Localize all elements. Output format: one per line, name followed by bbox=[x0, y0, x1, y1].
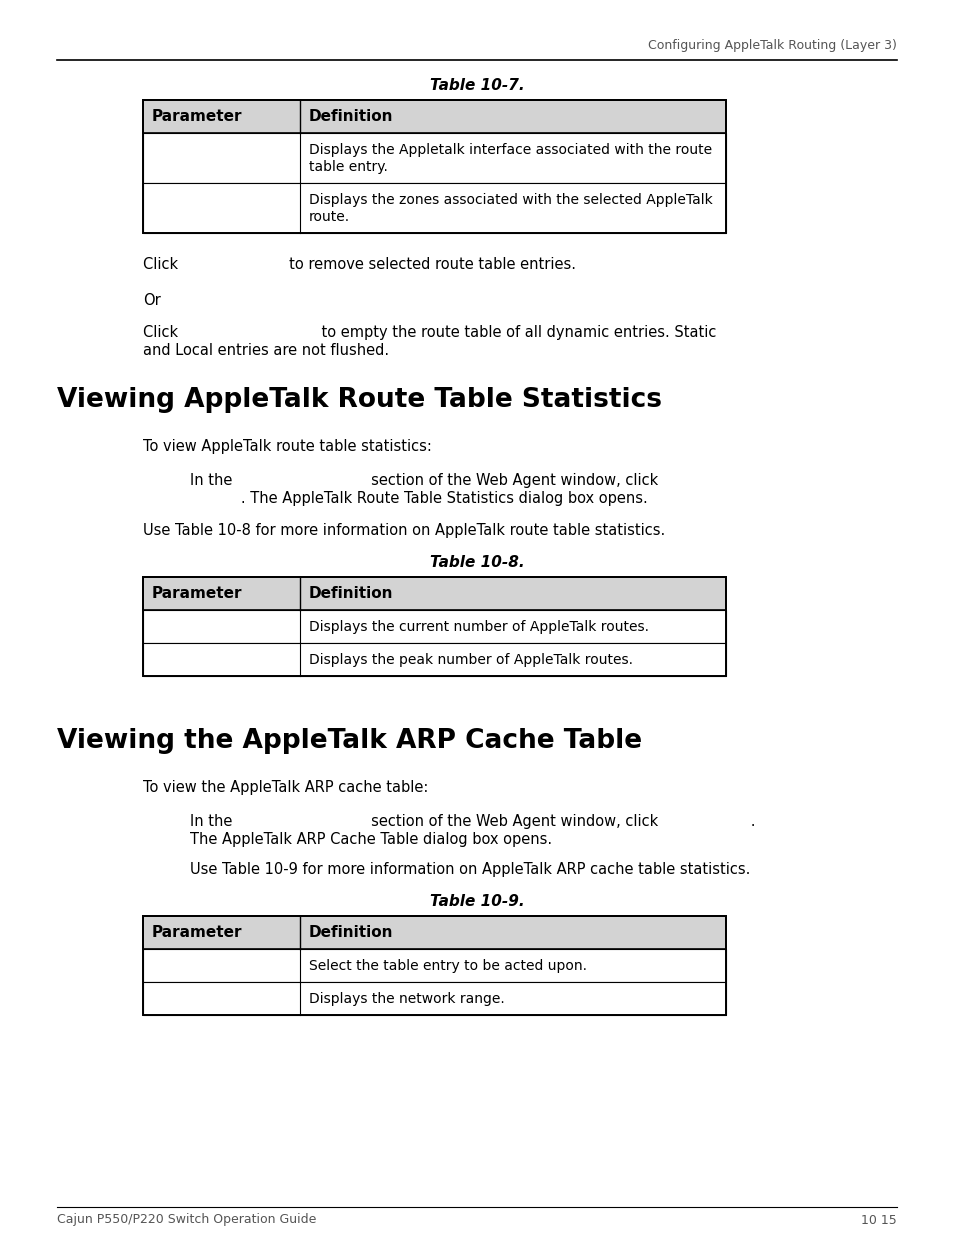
Text: Click                               to empty the route table of all dynamic entr: Click to empty the route table of all dy… bbox=[143, 325, 716, 340]
Text: Parameter: Parameter bbox=[152, 925, 242, 940]
Bar bbox=[143, 577, 725, 676]
Text: Viewing AppleTalk Route Table Statistics: Viewing AppleTalk Route Table Statistics bbox=[57, 387, 661, 412]
Text: Configuring AppleTalk Routing (Layer 3): Configuring AppleTalk Routing (Layer 3) bbox=[647, 40, 896, 53]
Text: Displays the zones associated with the selected AppleTalk: Displays the zones associated with the s… bbox=[309, 193, 712, 207]
Text: Definition: Definition bbox=[309, 925, 393, 940]
Text: To view AppleTalk route table statistics:: To view AppleTalk route table statistics… bbox=[143, 438, 432, 454]
Text: Click                        to remove selected route table entries.: Click to remove selected route table ent… bbox=[143, 257, 576, 272]
Bar bbox=[143, 577, 725, 610]
Text: To view the AppleTalk ARP cache table:: To view the AppleTalk ARP cache table: bbox=[143, 781, 428, 795]
Bar bbox=[143, 100, 725, 133]
Text: Displays the current number of AppleTalk routes.: Displays the current number of AppleTalk… bbox=[309, 620, 648, 634]
Bar bbox=[143, 100, 725, 233]
Text: Viewing the AppleTalk ARP Cache Table: Viewing the AppleTalk ARP Cache Table bbox=[57, 727, 641, 755]
Bar bbox=[143, 916, 725, 1015]
Text: . The AppleTalk Route Table Statistics dialog box opens.: . The AppleTalk Route Table Statistics d… bbox=[190, 492, 647, 506]
Text: route.: route. bbox=[309, 210, 350, 224]
Text: Displays the Appletalk interface associated with the route: Displays the Appletalk interface associa… bbox=[309, 143, 711, 157]
Text: Displays the network range.: Displays the network range. bbox=[309, 992, 504, 1007]
Bar bbox=[143, 982, 725, 1015]
Text: Displays the peak number of AppleTalk routes.: Displays the peak number of AppleTalk ro… bbox=[309, 653, 633, 667]
Bar bbox=[143, 643, 725, 676]
Bar bbox=[143, 183, 725, 233]
Text: Use Table 10-9 for more information on AppleTalk ARP cache table statistics.: Use Table 10-9 for more information on A… bbox=[190, 862, 750, 877]
Bar bbox=[143, 948, 725, 982]
Bar bbox=[143, 133, 725, 183]
Text: In the                              section of the Web Agent window, click: In the section of the Web Agent window, … bbox=[190, 473, 658, 488]
Text: Definition: Definition bbox=[309, 585, 393, 601]
Text: In the                              section of the Web Agent window, click      : In the section of the Web Agent window, … bbox=[190, 814, 755, 829]
Bar bbox=[143, 577, 725, 610]
Text: Cajun P550/P220 Switch Operation Guide: Cajun P550/P220 Switch Operation Guide bbox=[57, 1214, 316, 1226]
Text: Use Table 10-8 for more information on AppleTalk route table statistics.: Use Table 10-8 for more information on A… bbox=[143, 522, 664, 538]
Text: Table 10-7.: Table 10-7. bbox=[429, 78, 524, 93]
Text: Table 10-9.: Table 10-9. bbox=[429, 894, 524, 909]
Text: Table 10-8.: Table 10-8. bbox=[429, 555, 524, 571]
Text: Definition: Definition bbox=[309, 109, 393, 124]
Text: The AppleTalk ARP Cache Table dialog box opens.: The AppleTalk ARP Cache Table dialog box… bbox=[190, 832, 552, 847]
Text: 10 15: 10 15 bbox=[861, 1214, 896, 1226]
Text: and Local entries are not flushed.: and Local entries are not flushed. bbox=[143, 343, 389, 358]
Bar bbox=[143, 100, 725, 133]
Bar bbox=[143, 916, 725, 948]
Text: Or: Or bbox=[143, 293, 161, 308]
Text: Parameter: Parameter bbox=[152, 585, 242, 601]
Bar bbox=[143, 916, 725, 948]
Text: table entry.: table entry. bbox=[309, 161, 388, 174]
Text: Parameter: Parameter bbox=[152, 109, 242, 124]
Text: Select the table entry to be acted upon.: Select the table entry to be acted upon. bbox=[309, 960, 586, 973]
Bar bbox=[143, 610, 725, 643]
